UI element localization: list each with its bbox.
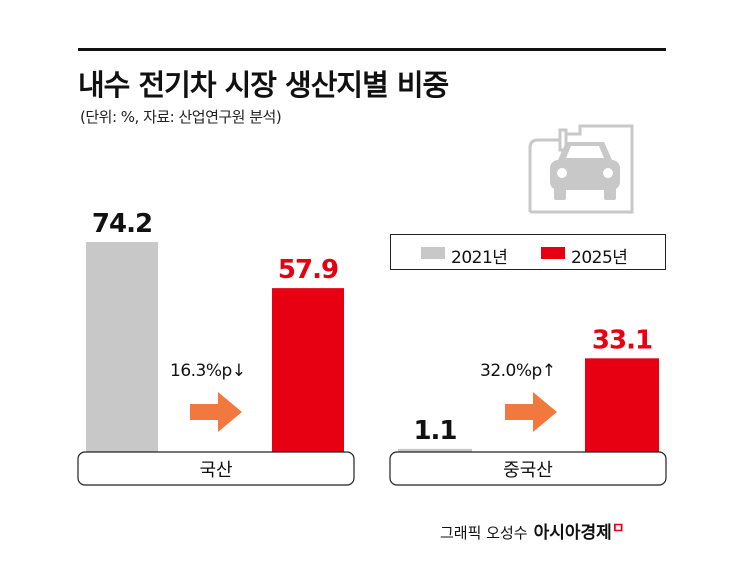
legend-label-2021: 2021년: [451, 248, 508, 268]
chart-title: 내수 전기차 시장 생산지별 비중: [78, 68, 449, 102]
chart-subtitle: (단위: %, 자료: 산업연구원 분석): [80, 108, 282, 126]
category-label: 중국산: [503, 460, 553, 481]
change-annotation: 32.0%p↑: [480, 361, 556, 381]
value-label: 1.1: [413, 416, 456, 446]
legend-swatch-2021: [421, 247, 445, 259]
value-label: 33.1: [592, 325, 652, 355]
trend-arrow-icon: [190, 392, 242, 432]
credit-text: 그래픽 오성수: [440, 524, 528, 542]
bar-0-0: [86, 242, 158, 452]
legend-swatch-2025: [541, 247, 565, 259]
credit: 그래픽 오성수 아시아경제ㅁ: [440, 518, 625, 543]
top-rule: [78, 48, 666, 51]
brand-mark: ㅁ: [611, 521, 625, 537]
ev-charging-car-icon: [528, 124, 634, 214]
bar-0-1: [398, 448, 472, 452]
category-label: 국산: [199, 460, 232, 481]
change-annotation: 16.3%p↓: [170, 361, 246, 381]
brand-logo: 아시아경제: [533, 523, 612, 543]
legend-label-2025: 2025년: [571, 248, 628, 268]
value-label: 57.9: [278, 255, 338, 285]
legend: 2021년 2025년: [390, 234, 666, 270]
value-label: 74.2: [92, 209, 152, 239]
category-box: [389, 451, 667, 486]
bar-1-0: [272, 288, 344, 452]
bar-1-1: [585, 358, 659, 452]
trend-arrow-icon: [505, 392, 557, 432]
category-box: [77, 451, 355, 486]
